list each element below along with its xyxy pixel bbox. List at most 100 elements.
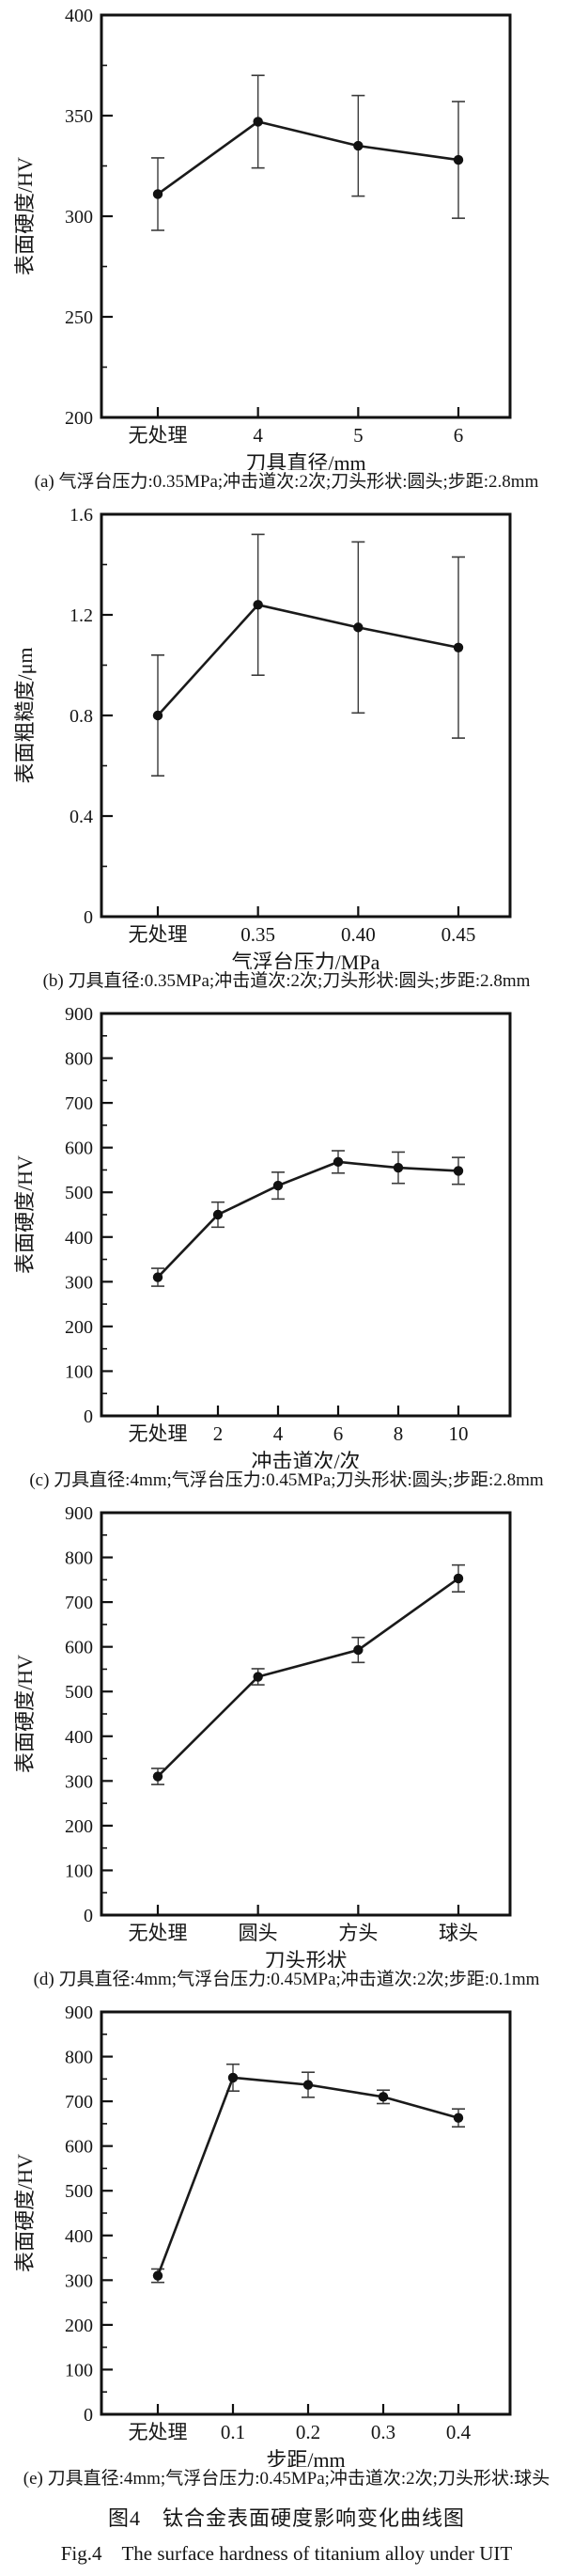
- axis-box: [100, 512, 512, 919]
- data-point-marker: [253, 1672, 263, 1682]
- y-tick-label: 700: [65, 1593, 93, 1613]
- y-tick-label: 200: [65, 1317, 93, 1338]
- data-point-marker: [453, 1573, 464, 1584]
- y-axis-title: 表面硬度/HV: [13, 1155, 37, 1274]
- plot-line: [157, 1160, 459, 1279]
- data-point-marker: [393, 1162, 404, 1173]
- data-point-marker: [152, 2270, 163, 2281]
- y-tick-label: 200: [65, 2316, 93, 2336]
- chart-b-caption: (b) 刀具直径:0.35MPa;冲击道次:2次;刀头形状:圆头;步距:2.8m…: [42, 971, 531, 991]
- x-axis-title: 刀具直径/mm: [245, 451, 365, 470]
- chart-panel-b: 0 0.4 0.8 1.2 1.6 无处理 0.35 0.40 0.45 气浮台压力/MPa 表面粗…: [0, 499, 573, 998]
- x-tick-label: 0.4: [446, 2421, 472, 2443]
- x-tick-label: 无处理: [129, 2421, 188, 2443]
- x-tick-label: 无处理: [129, 923, 188, 946]
- y-tick-label: 500: [65, 1183, 93, 1203]
- data-point-marker: [152, 189, 163, 199]
- y-tick-label: 100: [65, 1361, 93, 1382]
- chart-e-caption: (e) 刀具直径:4mm;气浮台压力:0.45MPa;冲击道次:2次;刀头形状:…: [23, 2469, 550, 2489]
- x-tick-label: 6: [454, 424, 464, 447]
- chart-a-caption: (a) 气浮台压力:0.35MPa;冲击道次:2次;刀头形状:圆头;步距:2.8…: [34, 472, 539, 492]
- x-tick-label: 无处理: [129, 1922, 188, 1944]
- figure-title-zh: 图4 钛合金表面硬度影响变化曲线图: [107, 2506, 465, 2530]
- data-point-marker: [378, 2092, 389, 2102]
- x-tick-label: 0.45: [441, 923, 476, 946]
- y-tick-label: 100: [65, 1861, 93, 1881]
- y-tick-label: 900: [65, 1503, 93, 1524]
- y-tick-label: 300: [65, 207, 93, 228]
- y-tick-label: 800: [65, 1548, 93, 1569]
- chart-panel-d: 0 100 200 300 400 500 600 700 800 900 无处理 圆头 方头 球头 刀头形…: [0, 1498, 573, 1997]
- y-tick-label: 300: [65, 1771, 93, 1792]
- data-point-marker: [253, 117, 263, 127]
- data-point-marker: [333, 1156, 344, 1168]
- y-tick-label: 200: [65, 408, 93, 429]
- y-tick-label: 250: [65, 307, 93, 328]
- chart-d-caption: (d) 刀具直径:4mm;气浮台压力:0.45MPa;冲击道次:2次;步距:0.…: [33, 1970, 540, 1989]
- y-tick-label: 0: [84, 1906, 93, 1926]
- chart-a-canvas: 200 250 300 350 400 无处理 4 5 6 刀具直径/mm 表面硬度/HV: [13, 6, 512, 470]
- y-tick-label: 700: [65, 2092, 93, 2113]
- y-tick-label: 0.8: [70, 706, 93, 727]
- x-tick-label: 球头: [439, 1922, 478, 1944]
- y-tick-label: 1.6: [70, 505, 93, 526]
- data-point-marker: [453, 1166, 464, 1176]
- chart-c-caption: (c) 刀具直径:4mm;气浮台压力:0.45MPa;刀头形状:圆头;步距:2.…: [29, 1470, 544, 1490]
- axis-box: [100, 1012, 512, 1418]
- y-tick-label: 0: [84, 907, 93, 928]
- y-tick-label: 900: [65, 1004, 93, 1025]
- y-tick-label: 400: [65, 1727, 93, 1748]
- y-tick-label: 800: [65, 2048, 93, 2068]
- y-axis-title: 表面硬度/HV: [13, 1655, 37, 1773]
- y-tick-label: 600: [65, 1638, 93, 1658]
- x-tick-label: 0.3: [371, 2421, 395, 2443]
- x-axis-title: 气浮台压力/MPa: [232, 950, 380, 969]
- chart-b-canvas: 0 0.4 0.8 1.2 1.6 无处理 0.35 0.40 0.45 气浮台压力/MPa 表面粗…: [13, 505, 512, 969]
- y-tick-label: 100: [65, 2360, 93, 2380]
- y-tick-label: 0: [84, 1406, 93, 1427]
- y-tick-label: 500: [65, 1682, 93, 1703]
- x-tick-label: 4: [273, 1422, 284, 1445]
- x-tick-label: 方头: [338, 1922, 378, 1944]
- x-tick-label: 0.40: [341, 923, 376, 946]
- x-tick-label: 4: [253, 424, 263, 447]
- y-axis-title: 表面粗糙度/μm: [13, 647, 37, 783]
- data-point-marker: [453, 642, 464, 652]
- data-point-marker: [227, 2072, 239, 2083]
- data-point-marker: [453, 154, 464, 165]
- y-tick-label: 900: [65, 2003, 93, 2023]
- y-axis-title: 表面硬度/HV: [13, 157, 37, 275]
- x-axis-title: 步距/mm: [266, 2448, 345, 2467]
- chart-c-canvas: 0 100 200 300 400 500 600 700 800 900 无处理 2 4 6 8 10 冲击道…: [13, 1004, 512, 1469]
- chart-panel-c: 0 100 200 300 400 500 600 700 800 900 无处理 2 4 6 8 10 冲击道…: [0, 998, 573, 1498]
- data-point-marker: [353, 1644, 364, 1656]
- data-point-marker: [272, 1180, 284, 1191]
- x-tick-label: 圆头: [239, 1922, 278, 1944]
- y-tick-label: 1.2: [70, 605, 93, 626]
- figure-titles: 图4 钛合金表面硬度影响变化曲线图 Fig.4 The surface hard…: [0, 2496, 573, 2576]
- y-tick-label: 400: [65, 6, 93, 26]
- x-tick-label: 2: [213, 1422, 224, 1445]
- y-tick-label: 300: [65, 2270, 93, 2291]
- y-axis-title: 表面硬度/HV: [13, 2154, 37, 2272]
- x-axis-title: 刀头形状: [264, 1949, 347, 1968]
- data-point-marker: [152, 1272, 163, 1282]
- chart-d-canvas: 0 100 200 300 400 500 600 700 800 900 无处理 圆头 方头 球头刀头形…: [13, 1503, 512, 1968]
- x-axis-title: 冲击道次/次: [251, 1450, 360, 1469]
- y-tick-label: 500: [65, 2181, 93, 2202]
- data-point-marker: [253, 600, 263, 610]
- y-tick-label: 600: [65, 1139, 93, 1159]
- chart-e-canvas: 0 100 200 300 400 500 600 700 800 900 无处理 0.1 0.2 0.3…: [13, 2003, 512, 2467]
- axis-box: [100, 13, 512, 419]
- y-tick-label: 0: [84, 2405, 93, 2426]
- y-tick-label: 0.4: [70, 807, 93, 827]
- y-tick-label: 300: [65, 1272, 93, 1293]
- x-tick-label: 0.1: [221, 2421, 245, 2443]
- plot-line: [157, 603, 459, 716]
- x-tick-label: 无处理: [129, 424, 188, 447]
- chart-panel-e: 0 100 200 300 400 500 600 700 800 900 无处理 0.1 0.2 0.3…: [0, 1997, 573, 2496]
- y-tick-label: 400: [65, 1228, 93, 1249]
- x-tick-label: 6: [333, 1422, 344, 1445]
- axis-box: [100, 1511, 512, 1917]
